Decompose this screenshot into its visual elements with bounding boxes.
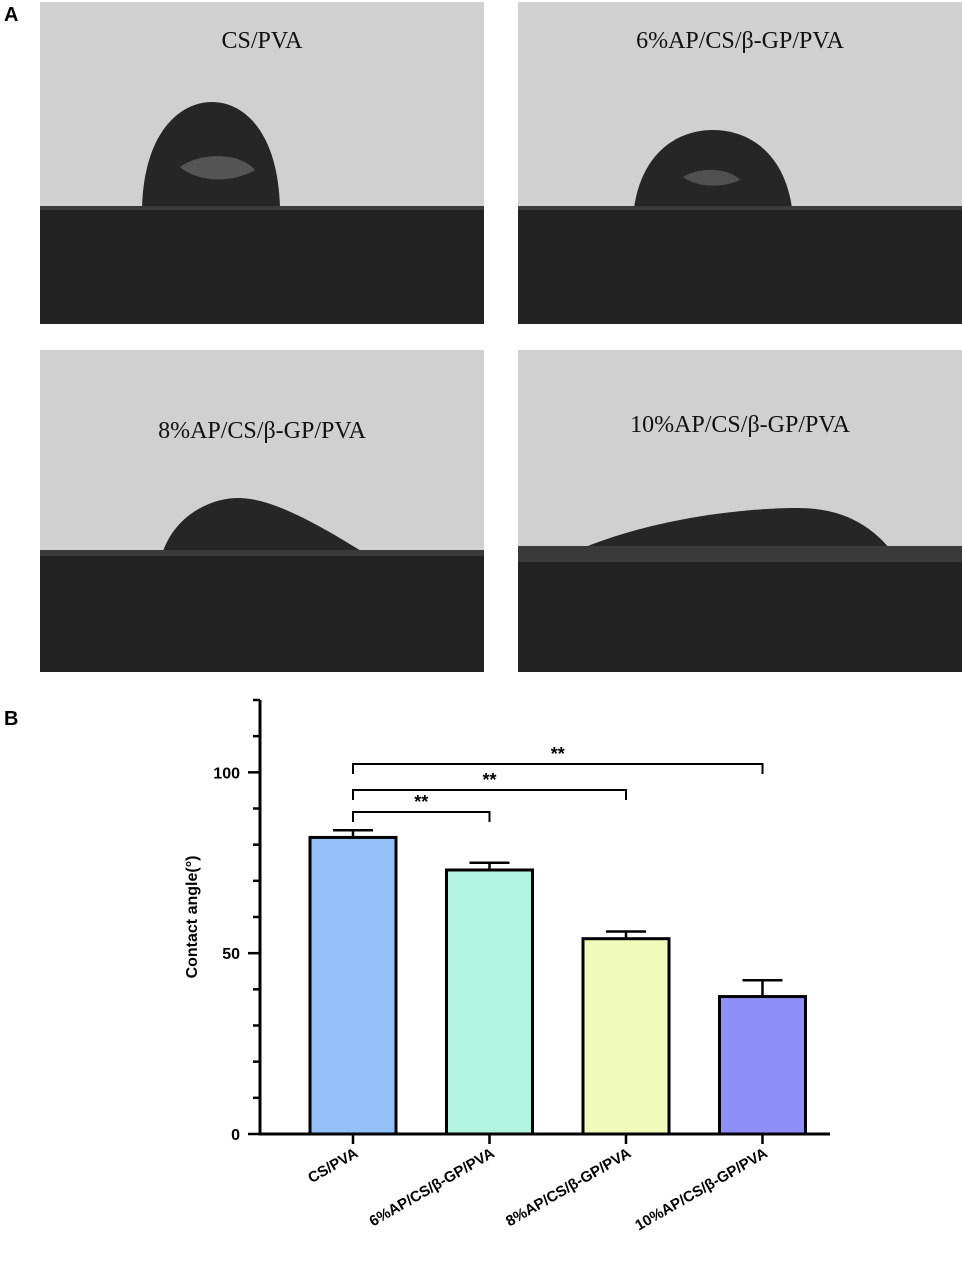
bar (718, 995, 807, 1136)
y-axis-label: Contact angle(°) (184, 856, 201, 979)
y-tick-label: 100 (213, 765, 240, 782)
significance-label: ** (482, 770, 496, 790)
droplet-photo-cs-pva: CS/PVA (40, 2, 484, 324)
droplet-photo-8ap: 8%AP/CS/β-GP/PVA (40, 350, 484, 672)
significance-label: ** (414, 792, 428, 812)
significance-bracket (352, 789, 627, 800)
significance-label: ** (551, 744, 565, 764)
bar (308, 835, 398, 1136)
panel-a-letter: A (4, 4, 19, 26)
panel-b-letter: B (4, 708, 19, 730)
contact-angle-bar-chart: 0 50 100 CS/PVA 6%AP/CS/β-GP/PVA 8%AP/CS/β-G… (184, 698, 830, 1235)
bars (308, 828, 807, 1136)
photo-label: 8%AP/CS/β-GP/PVA (158, 418, 366, 444)
droplet-photo-10ap: 10%AP/CS/β-GP/PVA (518, 350, 962, 672)
x-tick-label: 6%AP/CS/β-GP/PVA (367, 1145, 498, 1231)
x-tick-label: CS/PVA (305, 1145, 361, 1187)
x-tick-label: 8%AP/CS/β-GP/PVA (503, 1145, 634, 1231)
bar (581, 937, 671, 1136)
significance-bracket (352, 811, 491, 822)
y-axis: 0 50 100 (213, 698, 262, 1144)
droplet-photo-6ap: 6%AP/CS/β-GP/PVA (518, 2, 962, 324)
photo-label: 6%AP/CS/β-GP/PVA (636, 28, 844, 54)
bar (445, 868, 534, 1136)
x-axis: CS/PVA 6%AP/CS/β-GP/PVA 8%AP/CS/β-GP/PVA10… (258, 1132, 830, 1235)
y-tick-label: 0 (231, 1127, 240, 1144)
photo-label: CS/PVA (221, 28, 303, 54)
photo-label: 10%AP/CS/β-GP/PVA (630, 412, 850, 438)
y-tick-label: 50 (222, 946, 240, 963)
x-tick-label: 10%AP/CS/β-GP/PVA (632, 1145, 770, 1235)
significance-bracket (352, 763, 764, 774)
significance-brackets: ** ** ** (352, 744, 764, 822)
